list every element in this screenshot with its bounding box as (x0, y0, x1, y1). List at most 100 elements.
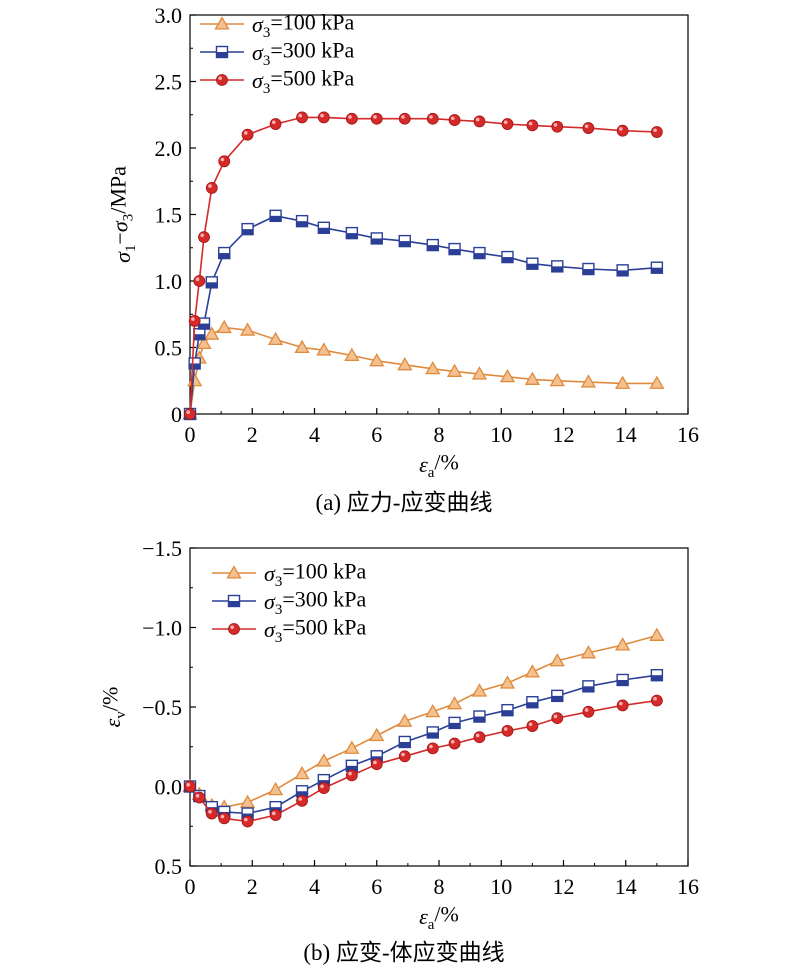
y-tick-label: 2.5 (155, 70, 183, 95)
data-point (345, 226, 359, 240)
data-point (426, 742, 439, 755)
y-tick-label: 0 (171, 402, 182, 427)
data-point (316, 753, 332, 767)
data-point (345, 769, 358, 782)
data-point (526, 119, 539, 132)
data-point (526, 257, 539, 270)
data-point (473, 710, 486, 723)
data-point (218, 246, 231, 260)
data-point (580, 645, 597, 659)
data-point (549, 372, 565, 387)
legend-label: σ3=300 kPa (264, 587, 366, 618)
data-point (526, 696, 539, 709)
data-point (551, 712, 564, 725)
y-tick-label: −1.5 (142, 536, 182, 561)
x-tick-label: 4 (309, 422, 320, 447)
data-point (216, 319, 232, 334)
data-point (397, 713, 413, 727)
data-point (370, 112, 383, 125)
data-point (615, 637, 631, 651)
data-point (188, 357, 201, 370)
x-tick-label: 0 (185, 422, 196, 447)
x-tick-label: 10 (490, 874, 512, 899)
chart-stress-strain: 0 2 4 6 8 10 12 14 16 0 0.5 1.0 1.5 2.0 2.5 3.0 εa/% σ1−σ… (105, 3, 699, 515)
data-point (448, 242, 461, 256)
data-point (582, 262, 595, 276)
legend-label: σ3=500 kPa (252, 66, 354, 97)
data-point (499, 675, 516, 689)
data-point (473, 246, 486, 260)
data-point (294, 765, 310, 780)
data-point (448, 114, 461, 126)
data-point (218, 812, 231, 825)
data-point (241, 815, 254, 828)
x-tick-label: 2 (247, 874, 258, 899)
data-point (344, 740, 360, 754)
y-tick-label: 0.0 (155, 775, 183, 800)
data-point (524, 371, 540, 385)
data-point (650, 126, 663, 138)
data-point (296, 794, 308, 807)
series-2 (183, 669, 664, 820)
data-point (615, 375, 631, 389)
data-point (317, 111, 330, 124)
data-point (446, 363, 463, 377)
y-tick-label: −0.5 (142, 695, 182, 720)
data-point (616, 673, 629, 687)
legend-label: σ3=300 kPa (252, 38, 354, 69)
data-point (241, 222, 254, 236)
data-point (269, 209, 282, 223)
series-line (189, 116, 657, 415)
data-point (616, 264, 629, 277)
data-point (188, 314, 201, 327)
x-tick-label: 16 (677, 422, 699, 447)
data-point (239, 322, 256, 336)
series-2 (183, 209, 664, 421)
data-point (184, 780, 196, 793)
data-point (398, 750, 411, 763)
data-point (473, 115, 486, 128)
data-point (267, 781, 284, 796)
y-tick-label: 2.0 (155, 136, 183, 161)
data-point (580, 374, 597, 388)
data-point (398, 112, 411, 125)
data-point (501, 118, 514, 130)
data-point (473, 731, 486, 744)
data-point (616, 124, 629, 137)
y-tick-label: 0.5 (155, 336, 183, 361)
legend-marker (227, 594, 241, 608)
data-point (369, 352, 385, 367)
data-point (267, 331, 284, 346)
data-point (425, 360, 441, 375)
data-point (501, 724, 514, 737)
legend-marker (226, 565, 242, 579)
legend-label: σ3=100 kPa (264, 559, 366, 590)
data-point (317, 221, 331, 235)
x-tick-label: 0 (185, 874, 196, 899)
data-point (218, 155, 231, 168)
x-tick-label: 8 (434, 874, 445, 899)
data-point (649, 627, 665, 641)
data-point (316, 342, 332, 356)
data-point (184, 408, 196, 420)
series-line (189, 214, 657, 415)
series-3 (184, 694, 663, 828)
data-point (294, 339, 310, 354)
figure-caption: (a) 应力-应变曲线 (316, 490, 493, 515)
data-point (193, 791, 206, 804)
x-tick-label: 10 (490, 422, 512, 447)
data-point (204, 326, 220, 340)
x-tick-label: 12 (553, 874, 575, 899)
data-point (501, 250, 514, 264)
x-tick-label: 8 (434, 422, 445, 447)
data-point (616, 699, 629, 712)
y-tick-label: 3.0 (155, 3, 183, 28)
data-point (524, 664, 540, 678)
x-tick-label: 4 (309, 874, 320, 899)
legend-marker (214, 16, 230, 30)
data-point (425, 703, 441, 718)
data-point (241, 128, 254, 141)
